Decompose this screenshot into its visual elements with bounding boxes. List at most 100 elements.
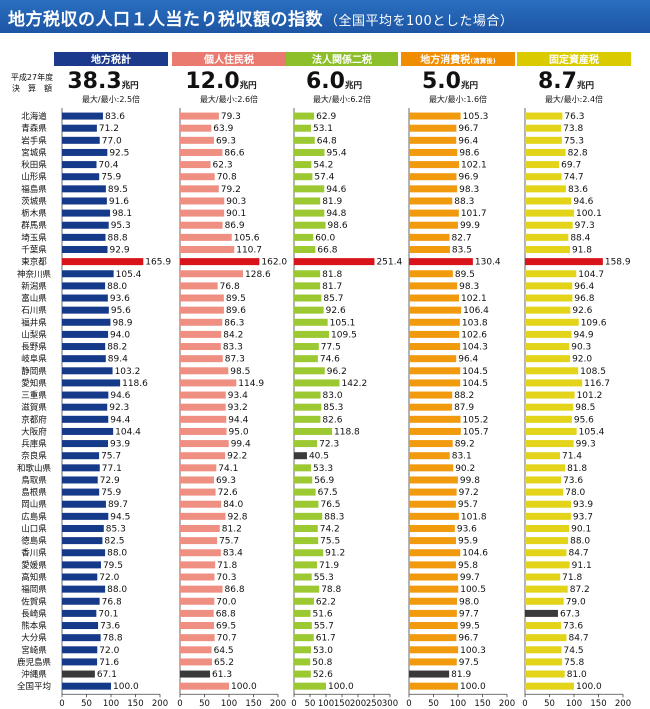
data-label: 95.6 bbox=[111, 306, 131, 316]
data-label: 61.3 bbox=[212, 670, 232, 680]
data-label: 74.6 bbox=[320, 355, 340, 365]
panel-header: 固定資産税 bbox=[549, 53, 599, 66]
data-label: 84.0 bbox=[223, 500, 243, 510]
data-label: 92.6 bbox=[326, 306, 346, 316]
data-label: 66.8 bbox=[317, 245, 337, 255]
data-label: 158.9 bbox=[605, 258, 631, 268]
bar bbox=[294, 355, 318, 363]
bar bbox=[525, 161, 560, 169]
data-label: 90.3 bbox=[226, 197, 246, 207]
bar bbox=[180, 634, 215, 642]
data-label: 89.4 bbox=[108, 355, 128, 365]
tick-label: 200 bbox=[615, 699, 631, 709]
bar bbox=[62, 452, 100, 460]
data-label: 128.6 bbox=[245, 270, 271, 280]
data-label: 86.6 bbox=[224, 148, 244, 158]
data-label: 88.0 bbox=[570, 537, 590, 547]
data-label: 79.3 bbox=[221, 112, 241, 122]
data-label: 97.5 bbox=[459, 658, 479, 668]
bar bbox=[409, 549, 461, 557]
data-label: 89.5 bbox=[455, 270, 475, 280]
bar bbox=[294, 634, 314, 642]
data-label: 76.8 bbox=[102, 597, 122, 607]
bar bbox=[525, 185, 566, 193]
bar bbox=[409, 440, 453, 448]
panel-header-bg bbox=[54, 52, 168, 66]
data-label: 88.2 bbox=[107, 343, 127, 353]
data-label: 73.8 bbox=[563, 124, 583, 134]
panel-header-bg bbox=[517, 52, 631, 66]
bar bbox=[409, 294, 460, 302]
bar bbox=[62, 258, 144, 266]
prefecture-label: 長崎県 bbox=[21, 608, 47, 619]
bar bbox=[409, 597, 458, 605]
bar bbox=[409, 136, 457, 144]
data-label: 76.8 bbox=[220, 282, 240, 292]
bar bbox=[409, 609, 457, 617]
prefecture-label: 山口県 bbox=[21, 523, 47, 534]
bar bbox=[525, 343, 570, 351]
data-label: 89.5 bbox=[108, 185, 128, 195]
tick-label: 50 bbox=[199, 699, 210, 709]
data-label: 74.2 bbox=[320, 524, 340, 534]
bar bbox=[409, 185, 458, 193]
bar bbox=[294, 646, 311, 654]
bar bbox=[294, 622, 312, 630]
data-label: 78.8 bbox=[321, 585, 341, 595]
bar bbox=[180, 148, 223, 156]
bar bbox=[294, 306, 324, 314]
data-label: 90.1 bbox=[226, 209, 246, 219]
bar bbox=[62, 682, 111, 690]
data-label: 81.7 bbox=[322, 282, 342, 292]
prefecture-label: 宮城県 bbox=[21, 147, 47, 158]
bar bbox=[409, 585, 459, 593]
data-label: 88.3 bbox=[324, 512, 344, 522]
bar bbox=[62, 622, 99, 630]
bar bbox=[62, 318, 111, 326]
data-label: 118.8 bbox=[334, 427, 360, 437]
bar bbox=[525, 197, 572, 205]
data-label: 106.4 bbox=[463, 306, 489, 316]
prefecture-label: 愛知県 bbox=[21, 378, 47, 389]
data-label: 96.7 bbox=[458, 634, 478, 644]
data-label: 105.4 bbox=[579, 427, 605, 437]
bar bbox=[180, 330, 222, 338]
bar bbox=[525, 233, 569, 241]
bar bbox=[62, 367, 113, 375]
bar bbox=[409, 318, 460, 326]
data-label: 95.6 bbox=[574, 415, 594, 425]
prefecture-label: 熊本県 bbox=[21, 621, 47, 632]
data-label: 99.9 bbox=[460, 221, 480, 231]
tick-label: 100 bbox=[221, 699, 237, 709]
bar bbox=[525, 270, 577, 278]
bar bbox=[294, 549, 324, 557]
data-label: 81.8 bbox=[322, 270, 342, 280]
data-label: 92.8 bbox=[227, 512, 247, 522]
data-label: 72.0 bbox=[99, 573, 119, 583]
tick-label: 0 bbox=[522, 699, 527, 709]
data-label: 93.7 bbox=[573, 512, 593, 522]
data-label: 72.0 bbox=[99, 646, 119, 656]
data-label: 75.7 bbox=[219, 537, 239, 547]
data-label: 53.1 bbox=[313, 124, 333, 134]
prefecture-label: 北海道 bbox=[21, 111, 47, 122]
data-label: 69.3 bbox=[216, 476, 236, 486]
bar bbox=[525, 573, 561, 581]
data-label: 104.7 bbox=[578, 270, 604, 280]
bar bbox=[409, 464, 454, 472]
data-label: 71.8 bbox=[217, 561, 237, 571]
bar bbox=[525, 403, 574, 411]
bar bbox=[180, 294, 224, 302]
data-label: 97.7 bbox=[459, 609, 479, 619]
data-label: 105.7 bbox=[463, 427, 489, 437]
bar bbox=[525, 597, 564, 605]
bar bbox=[525, 561, 570, 569]
bar bbox=[525, 355, 571, 363]
data-label: 96.8 bbox=[574, 294, 594, 304]
tick-label: 100 bbox=[450, 699, 466, 709]
prefecture-label: 栃木県 bbox=[21, 208, 47, 219]
data-label: 84.7 bbox=[569, 549, 589, 559]
bar bbox=[409, 452, 450, 460]
chart-subtitle: （全国平均を100とした場合） bbox=[325, 14, 514, 29]
data-label: 79.2 bbox=[221, 185, 241, 195]
